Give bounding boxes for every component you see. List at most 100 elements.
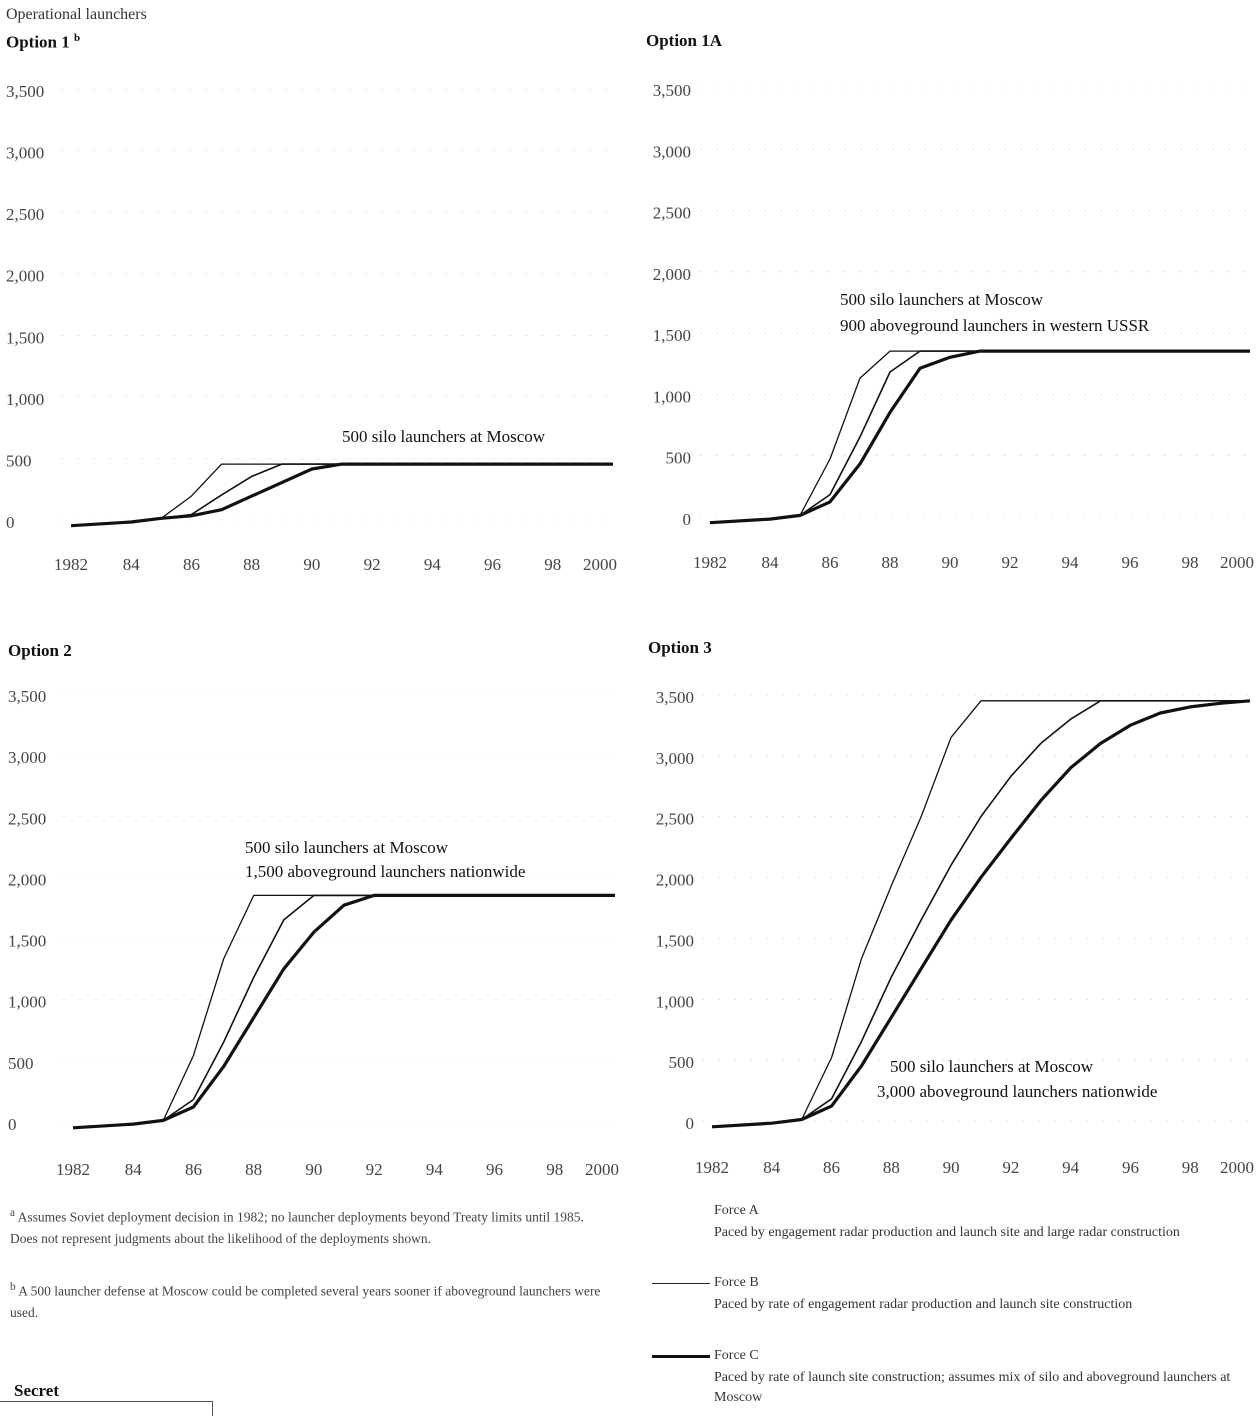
chart-title-option-1a: Option 1A bbox=[646, 31, 723, 50]
y-tick-label: 3,000 bbox=[6, 144, 44, 163]
y-tick-label: 3,500 bbox=[653, 81, 691, 100]
chart-annotation: 900 aboveground launchers in western USS… bbox=[840, 316, 1150, 335]
legend-description: Paced by rate of engagement radar produc… bbox=[714, 1297, 1133, 1312]
legend-label: Force A bbox=[714, 1203, 759, 1218]
legend-label: Force C bbox=[714, 1348, 759, 1363]
x-tick-label: 94 bbox=[426, 1160, 444, 1179]
footnote-marker: b bbox=[10, 1281, 16, 1293]
y-tick-label: 0 bbox=[686, 1114, 695, 1133]
classification-marking: Secret bbox=[14, 1381, 59, 1400]
y-tick-label: 500 bbox=[8, 1054, 34, 1073]
chart-annotation: 500 silo launchers at Moscow bbox=[245, 838, 449, 857]
y-tick-label: 3,500 bbox=[6, 82, 44, 101]
legend-description: Paced by engagement radar production and… bbox=[714, 1225, 1180, 1240]
chart-annotation: 500 silo launchers at Moscow bbox=[840, 290, 1044, 309]
y-tick-label: 2,000 bbox=[8, 870, 46, 889]
chart-annotation: 500 silo launchers at Moscow bbox=[342, 427, 546, 446]
y-tick-label: 0 bbox=[6, 513, 15, 532]
footnote-a: a Assumes Soviet deployment decision in … bbox=[10, 1203, 610, 1249]
x-tick-label: 88 bbox=[243, 555, 260, 574]
x-tick-label: 92 bbox=[364, 555, 381, 574]
x-tick-label: 88 bbox=[245, 1160, 262, 1179]
x-tick-label: 90 bbox=[303, 555, 320, 574]
x-tick-label: 94 bbox=[1062, 553, 1080, 572]
legend-description: Paced by rate of launch site constructio… bbox=[714, 1370, 1231, 1405]
y-tick-label: 0 bbox=[683, 510, 692, 529]
y-tick-label: 2,000 bbox=[6, 267, 44, 286]
x-tick-label: 90 bbox=[305, 1160, 322, 1179]
y-tick-label: 500 bbox=[6, 451, 32, 470]
chart-option-2: 0 500 1,000 1,500 2,000 2,500 3,000 3,500 1982 84… bbox=[8, 687, 619, 1179]
x-tick-label: 94 bbox=[1062, 1158, 1080, 1177]
x-tick-label: 94 bbox=[424, 555, 442, 574]
x-tick-label: 1982 bbox=[54, 555, 88, 574]
chart-title-option-3: Option 3 bbox=[648, 638, 712, 657]
x-tick-label: 1982 bbox=[695, 1158, 729, 1177]
y-tick-label: 2,500 bbox=[6, 205, 44, 224]
y-tick-label: 3,000 bbox=[656, 749, 694, 768]
chart-title-option-1: Option 1 b bbox=[6, 32, 81, 52]
series-line-force-a bbox=[70, 463, 613, 527]
x-tick-label: 84 bbox=[125, 1160, 143, 1179]
y-tick-label: 1,500 bbox=[8, 932, 46, 951]
footnote-marker-b: b bbox=[74, 32, 81, 44]
x-tick-label: 86 bbox=[822, 553, 839, 572]
y-tick-label: 2,000 bbox=[656, 871, 694, 890]
y-tick-label: 3,500 bbox=[656, 688, 694, 707]
y-tick-label: 2,000 bbox=[653, 265, 691, 284]
x-tick-label: 92 bbox=[366, 1160, 383, 1179]
x-tick-label: 90 bbox=[943, 1158, 960, 1177]
y-tick-label: 1,000 bbox=[653, 387, 691, 406]
series-line-force-c bbox=[72, 893, 615, 1130]
classification-box bbox=[0, 1401, 213, 1416]
y-tick-label: 1,500 bbox=[6, 328, 44, 347]
y-tick-label: 500 bbox=[669, 1053, 695, 1072]
x-tick-label: 98 bbox=[1182, 553, 1199, 572]
x-tick-label: 84 bbox=[762, 553, 780, 572]
x-tick-label: 2000 bbox=[583, 555, 617, 574]
legend-swatch-thin-line bbox=[652, 1283, 710, 1284]
x-tick-label: 96 bbox=[484, 555, 501, 574]
x-tick-label: 1982 bbox=[693, 553, 727, 572]
series-line-force-b bbox=[70, 463, 613, 527]
x-tick-label: 84 bbox=[763, 1158, 781, 1177]
series-line-force-b bbox=[709, 350, 1250, 524]
x-tick-label: 98 bbox=[1182, 1158, 1199, 1177]
x-tick-label: 86 bbox=[183, 555, 200, 574]
series-line-force-c bbox=[711, 699, 1251, 1129]
y-axis-label: Operational launchers bbox=[6, 6, 147, 23]
footnote-text: A 500 launcher defense at Moscow could b… bbox=[10, 1283, 601, 1320]
y-tick-label: 2,500 bbox=[653, 204, 691, 223]
chart-title-option-2: Option 2 bbox=[8, 641, 72, 660]
x-tick-label: 84 bbox=[123, 555, 141, 574]
x-tick-label: 88 bbox=[882, 553, 899, 572]
y-tick-label: 3,000 bbox=[653, 142, 691, 161]
series-line-force-c bbox=[709, 349, 1250, 525]
x-tick-label: 86 bbox=[823, 1158, 840, 1177]
x-tick-label: 2000 bbox=[1220, 553, 1254, 572]
y-tick-label: 1,500 bbox=[656, 931, 694, 950]
x-tick-label: 86 bbox=[185, 1160, 202, 1179]
x-tick-label: 90 bbox=[942, 553, 959, 572]
series-line-force-b bbox=[72, 894, 615, 1129]
legend-swatch-thick-line bbox=[652, 1355, 710, 1358]
x-tick-label: 92 bbox=[1002, 1158, 1019, 1177]
x-tick-label: 98 bbox=[546, 1160, 563, 1179]
footnote-b: b A 500 launcher defense at Moscow could… bbox=[10, 1277, 610, 1323]
chart-option-1: 0 500 1,000 1,500 2,000 2,500 3,000 3,500 1982 84… bbox=[6, 82, 617, 574]
series-line-force-a bbox=[709, 350, 1250, 524]
y-tick-label: 0 bbox=[8, 1115, 17, 1134]
y-tick-label: 1,000 bbox=[6, 390, 44, 409]
chart-annotation: 500 silo launchers at Moscow bbox=[890, 1057, 1094, 1076]
x-tick-label: 92 bbox=[1002, 553, 1019, 572]
chart-annotation: 1,500 aboveground launchers nationwide bbox=[245, 862, 525, 881]
x-tick-label: 88 bbox=[883, 1158, 900, 1177]
chart-annotation: 3,000 aboveground launchers nationwide bbox=[877, 1082, 1157, 1101]
chart-option-1a: 0 500 1,000 1,500 2,000 2,500 3,000 3,500 1982 84… bbox=[653, 81, 1254, 572]
y-tick-label: 3,000 bbox=[8, 748, 46, 767]
y-tick-label: 1,500 bbox=[653, 326, 691, 345]
chart-option-3: 0 500 1,000 1,500 2,000 2,500 3,000 3,500 1982 84… bbox=[656, 688, 1254, 1177]
series-line-force-a bbox=[72, 894, 615, 1129]
y-tick-label: 500 bbox=[666, 449, 692, 468]
x-tick-label: 98 bbox=[544, 555, 561, 574]
